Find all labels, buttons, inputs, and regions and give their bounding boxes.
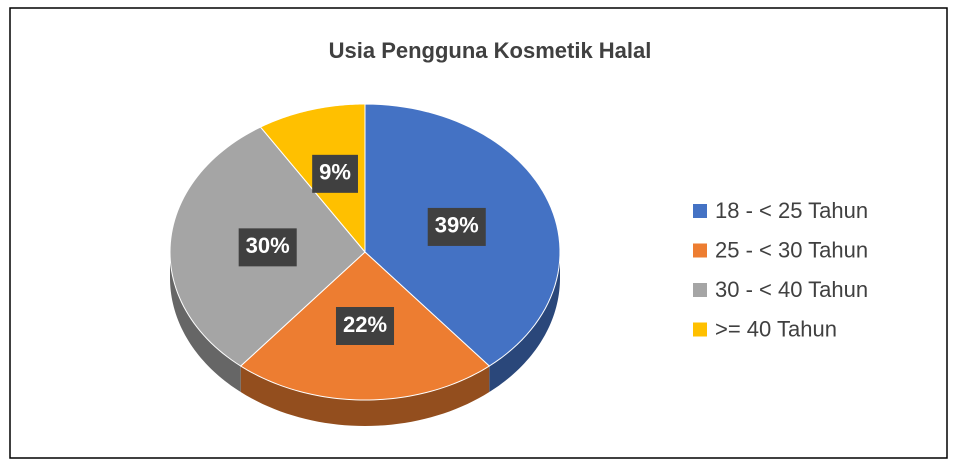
legend-label: >= 40 Tahun: [715, 316, 837, 341]
data-label: 22%: [343, 312, 387, 337]
legend-label: 18 - < 25 Tahun: [715, 198, 868, 223]
data-label: 30%: [246, 233, 290, 258]
data-label-box: [427, 207, 486, 246]
legend-label: 30 - < 40 Tahun: [715, 277, 868, 302]
chart-title: Usia Pengguna Kosmetik Halal: [329, 38, 652, 63]
legend-swatch: [693, 204, 707, 218]
slice-side: [489, 252, 560, 393]
slice-side: [170, 252, 241, 393]
legend-label: 25 - < 30 Tahun: [715, 237, 868, 262]
slice-side: [240, 366, 490, 426]
data-label: 9%: [319, 160, 351, 185]
data-label: 39%: [435, 213, 479, 238]
legend-swatch: [693, 283, 707, 297]
legend-swatch: [693, 243, 707, 258]
data-label-box: [238, 228, 297, 267]
legend-swatch: [693, 322, 707, 337]
data-label-box: [335, 307, 395, 345]
data-label-box: [312, 154, 358, 193]
